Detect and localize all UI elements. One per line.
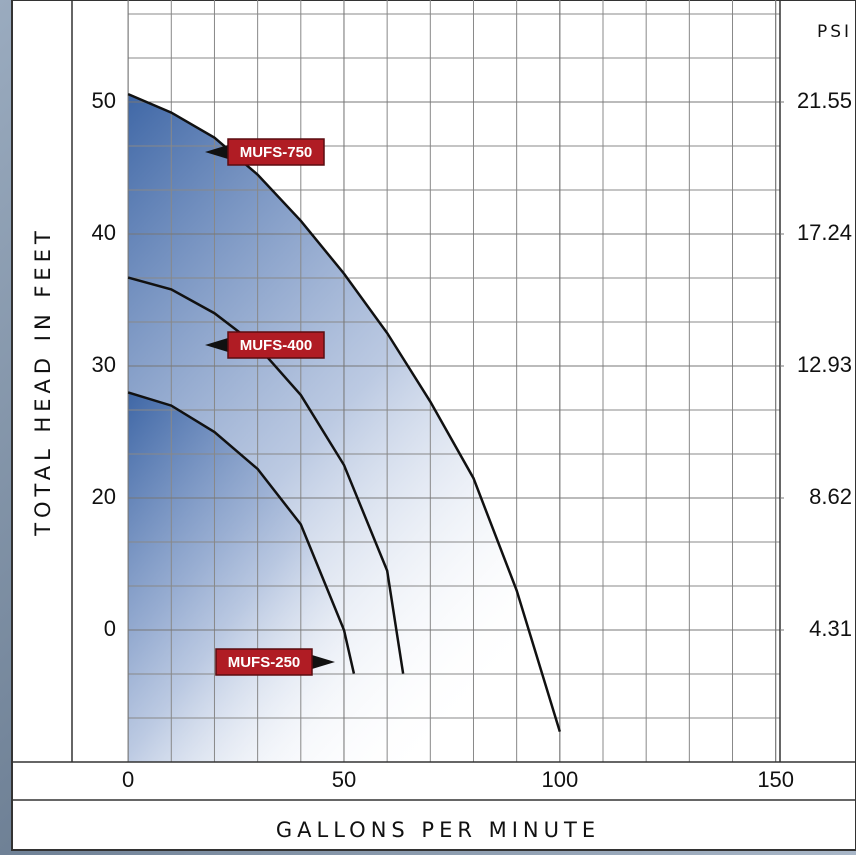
x-tick-label: 100 xyxy=(541,767,578,792)
y2-tick-label: 4.31 xyxy=(809,616,852,641)
y-tick-label: 30 xyxy=(92,352,116,377)
tag-arrow xyxy=(205,338,228,352)
x-tick-label: 0 xyxy=(122,767,134,792)
x-axis-title: GALLONS PER MINUTE xyxy=(276,818,600,842)
y2-tick-label: 8.62 xyxy=(809,484,852,509)
y-tick-label: 20 xyxy=(92,484,116,509)
legend-label: MUFS-400 xyxy=(240,337,313,354)
legend-label: MUFS-750 xyxy=(240,144,313,161)
x-tick-label: 50 xyxy=(332,767,356,792)
curve xyxy=(127,391,356,674)
legend-tag xyxy=(227,331,325,359)
curve xyxy=(127,276,405,674)
tag-arrow xyxy=(312,655,335,669)
curve xyxy=(127,92,562,733)
x-tick-label: 150 xyxy=(757,767,794,792)
y-tick-label: 40 xyxy=(92,220,116,245)
y2-tick-label: 17.24 xyxy=(797,220,852,245)
y2-axis-title: PSI xyxy=(817,22,852,42)
legend-tag xyxy=(227,138,325,166)
y2-tick-label: 12.93 xyxy=(797,352,852,377)
tag-arrow xyxy=(205,145,228,159)
y-tick-label: 0 xyxy=(104,616,116,641)
legend-tag xyxy=(215,648,313,676)
y-axis-title: TOTAL HEAD IN FEET xyxy=(31,226,55,537)
y-tick-label: 50 xyxy=(92,88,116,113)
legend-label: MUFS-250 xyxy=(228,654,301,671)
y2-tick-label: 21.55 xyxy=(797,88,852,113)
